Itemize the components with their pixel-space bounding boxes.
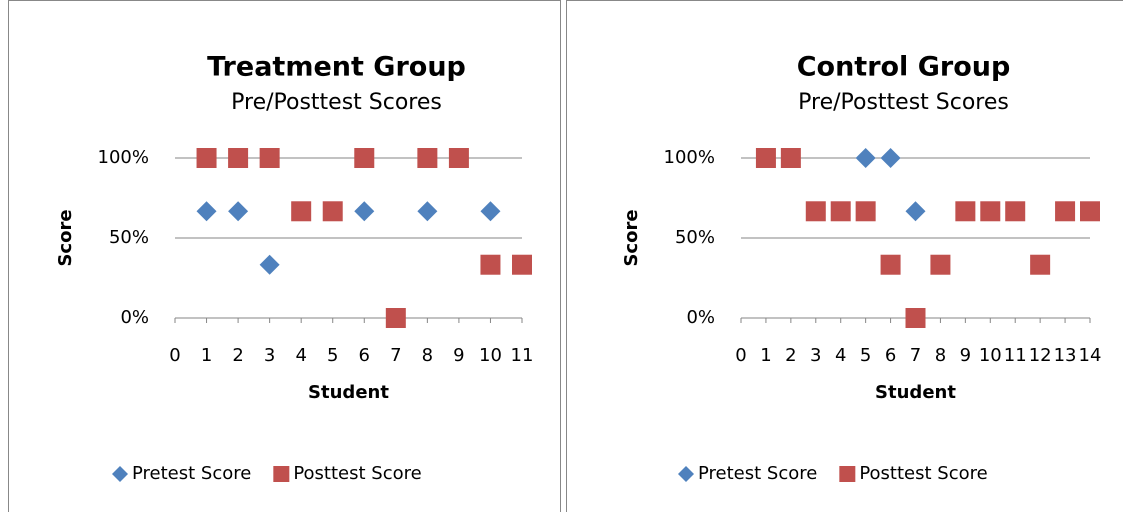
- x-axis-label: Student: [308, 382, 389, 403]
- posttest-marker: [1005, 201, 1026, 222]
- x-tick-label: 6: [359, 345, 370, 366]
- panel-border: [566, 0, 1123, 512]
- posttest-marker: [855, 201, 876, 222]
- x-tick-label: 4: [295, 345, 306, 366]
- x-tick-label: 10: [979, 345, 1002, 366]
- x-tick-label: 1: [201, 345, 212, 366]
- posttest-marker: [1055, 201, 1076, 222]
- panel-border: [8, 0, 561, 512]
- posttest-marker: [259, 148, 280, 168]
- x-tick-label: 0: [735, 345, 746, 366]
- x-tick-label: 9: [960, 345, 971, 366]
- x-tick-label: 14: [1079, 345, 1102, 366]
- legend-label: Posttest Score: [859, 463, 987, 484]
- x-tick-label: 2: [232, 345, 243, 366]
- chart-title: Treatment Group: [207, 52, 466, 83]
- pretest-marker: [480, 201, 501, 222]
- y-tick-label: 50%: [675, 227, 715, 248]
- x-tick-label: 11: [511, 345, 534, 366]
- posttest-marker: [291, 201, 312, 222]
- pretest-marker: [417, 201, 438, 222]
- posttest-marker: [805, 201, 826, 222]
- y-tick-label: 100%: [98, 147, 149, 168]
- legend-label: Pretest Score: [132, 463, 251, 484]
- x-tick-label: 0: [169, 345, 180, 366]
- legend-marker: [678, 466, 694, 482]
- x-tick-label: 5: [860, 345, 871, 366]
- legend-marker: [273, 466, 290, 482]
- y-tick-label: 0%: [120, 307, 149, 328]
- x-tick-label: 8: [422, 345, 433, 366]
- posttest-marker: [385, 308, 406, 328]
- x-tick-label: 1: [760, 345, 771, 366]
- posttest-marker: [228, 148, 249, 168]
- posttest-marker: [1030, 254, 1051, 275]
- posttest-marker: [196, 148, 217, 168]
- posttest-marker: [930, 254, 951, 275]
- pretest-marker: [228, 201, 249, 222]
- pretest-marker: [196, 201, 217, 222]
- x-tick-label: 5: [327, 345, 338, 366]
- posttest-marker: [755, 148, 776, 168]
- x-tick-label: 11: [1004, 345, 1027, 366]
- y-tick-label: 50%: [109, 227, 149, 248]
- pretest-marker: [855, 148, 876, 168]
- posttest-marker: [980, 201, 1001, 222]
- x-tick-label: 7: [910, 345, 921, 366]
- x-tick-label: 7: [390, 345, 401, 366]
- posttest-marker: [354, 148, 375, 168]
- x-tick-label: 3: [810, 345, 821, 366]
- x-tick-label: 2: [785, 345, 796, 366]
- x-tick-label: 3: [264, 345, 275, 366]
- posttest-marker: [480, 254, 501, 275]
- posttest-marker: [780, 148, 801, 168]
- y-tick-label: 100%: [664, 147, 715, 168]
- chart-subtitle: Pre/Posttest Scores: [231, 90, 442, 115]
- posttest-marker: [830, 201, 851, 222]
- chart-subtitle: Pre/Posttest Scores: [798, 90, 1009, 115]
- x-tick-label: 10: [479, 345, 502, 366]
- pretest-marker: [259, 254, 280, 275]
- y-tick-label: 0%: [686, 307, 715, 328]
- x-axis-label: Student: [875, 382, 956, 403]
- legend-marker: [112, 466, 128, 482]
- pretest-marker: [354, 201, 375, 222]
- pretest-marker: [880, 148, 901, 168]
- x-tick-label: 8: [935, 345, 946, 366]
- x-tick-label: 12: [1029, 345, 1052, 366]
- y-axis-label: Score: [55, 209, 76, 266]
- posttest-marker: [905, 308, 926, 328]
- posttest-marker: [880, 254, 901, 275]
- x-tick-label: 9: [453, 345, 464, 366]
- x-tick-label: 13: [1054, 345, 1077, 366]
- legend-label: Posttest Score: [293, 463, 421, 484]
- posttest-marker: [417, 148, 438, 168]
- posttest-marker: [448, 148, 469, 168]
- legend-marker: [839, 466, 856, 482]
- posttest-marker: [512, 254, 532, 275]
- x-tick-label: 6: [885, 345, 896, 366]
- posttest-marker: [322, 201, 343, 222]
- posttest-marker: [1080, 201, 1100, 222]
- chart-title: Control Group: [797, 52, 1011, 83]
- pretest-marker: [905, 201, 926, 222]
- y-axis-label: Score: [621, 209, 642, 266]
- x-tick-label: 4: [835, 345, 846, 366]
- legend-label: Pretest Score: [698, 463, 817, 484]
- posttest-marker: [955, 201, 976, 222]
